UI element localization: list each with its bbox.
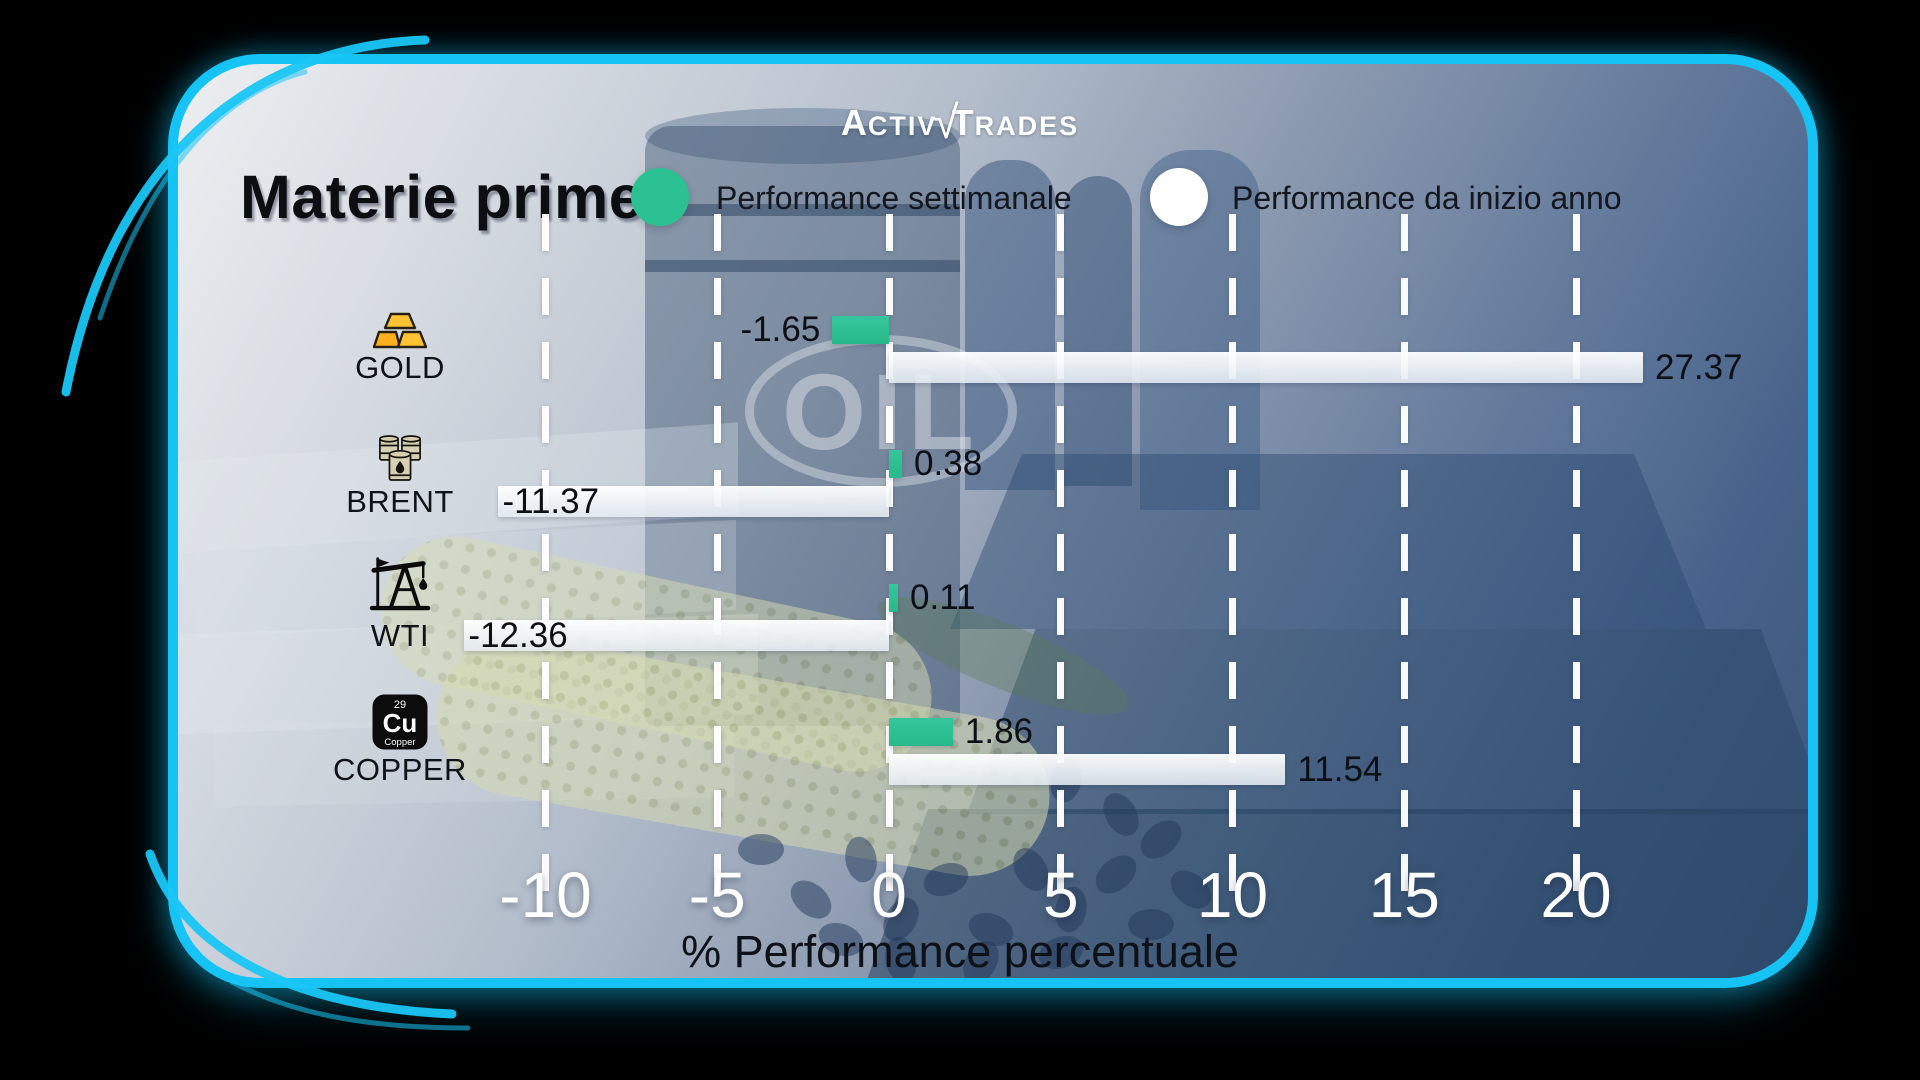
x-tick--10: -10 (499, 859, 592, 931)
gridline--10 (542, 214, 549, 908)
gridline-20 (1572, 214, 1580, 908)
x-tick--5: -5 (688, 859, 746, 931)
value-weekly-brent: 0.38 (914, 444, 983, 483)
gridline--5 (713, 214, 721, 908)
value-ytd-brent: -11.37 (502, 481, 600, 521)
gold-bars-icon (372, 312, 428, 349)
category-label-gold: GOLD (355, 349, 445, 385)
accent-arc-top-left (61, 35, 430, 397)
category-label-brent: BRENT (346, 483, 454, 519)
value-ytd-gold: 27.37 (1655, 347, 1743, 387)
value-weekly-gold: -1.65 (740, 310, 821, 349)
bar-weekly-brent (889, 450, 903, 478)
value-ytd-copper: 11.54 (1297, 749, 1383, 789)
oil-pump-icon (369, 557, 431, 611)
value-ytd-wti: -12.36 (468, 615, 568, 655)
bar-ytd-copper (889, 754, 1286, 785)
category-icon-slot-copper: 29 Cu Copper (371, 693, 429, 751)
x-tick-20: 20 (1540, 859, 1612, 931)
gridline-0 (885, 214, 893, 908)
bar-weekly-wti (889, 584, 898, 612)
page-title: Materie prime (240, 163, 644, 231)
bar-ytd-brent (498, 486, 889, 517)
legend-weekly-label: Performance settimanale (716, 180, 1072, 216)
x-axis-label: % Performance percentuale (681, 926, 1239, 977)
svg-text:29: 29 (394, 699, 406, 711)
activtrades-logo: ACTIV√TRADES (0, 92, 1920, 148)
legend-weekly-dot (631, 168, 689, 226)
logo-part2b: RADES (974, 111, 1080, 141)
gridline-15 (1400, 214, 1408, 908)
bar-weekly-gold (832, 316, 889, 344)
accent-arc-bottom-left-echo (229, 979, 471, 1031)
gridline-5 (1057, 214, 1065, 908)
category-label-copper: COPPER (333, 751, 467, 787)
x-tick-5: 5 (1042, 859, 1079, 931)
legend-ytd-dot (1150, 168, 1208, 226)
legend-ytd-label: Performance da inizio anno (1232, 180, 1622, 216)
bar-ytd-wti (464, 620, 889, 651)
svg-text:Cu: Cu (383, 708, 418, 738)
x-tick-15: 15 (1368, 859, 1440, 931)
category-icon-slot-brent (377, 433, 423, 483)
gridline-10 (1229, 214, 1236, 908)
accent-arc-top-left-echo (97, 69, 308, 321)
bar-ytd-gold (889, 352, 1643, 383)
svg-text:Copper: Copper (384, 737, 415, 748)
value-weekly-copper: 1.86 (964, 712, 1034, 751)
logo-part2: T (951, 102, 975, 143)
category-icon-slot-gold (371, 311, 429, 351)
accent-arc-bottom-left (145, 849, 457, 1019)
category-icon-slot-wti (369, 551, 431, 611)
logo-part1: A (840, 102, 868, 143)
logo-check-mark: √ (933, 96, 960, 148)
x-tick-10: 10 (1196, 859, 1269, 931)
value-weekly-wti: 0.11 (910, 578, 976, 617)
bar-weekly-copper (889, 718, 953, 746)
oil-barrels-icon (379, 435, 421, 481)
x-tick-0: 0 (871, 859, 907, 931)
category-label-wti: WTI (370, 617, 430, 653)
logo-part1b: CTIV (867, 111, 938, 141)
